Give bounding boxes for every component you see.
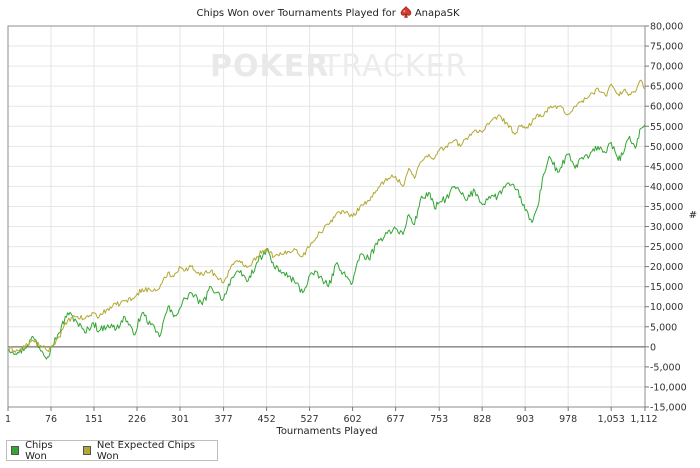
y-tick-label: 35,000	[650, 202, 683, 213]
watermark-text-poker: POKER	[210, 49, 329, 84]
x-tick-label: 602	[344, 414, 362, 425]
plot-area	[8, 26, 645, 407]
y-tick-label: 50,000	[650, 142, 683, 153]
series-line-net-expected-chips-won	[7, 79, 646, 353]
plot-border	[7, 25, 646, 408]
y-tick-label: 20,000	[650, 262, 683, 273]
y-tick-label: 40,000	[650, 182, 683, 193]
legend: Chips Won Net Expected Chips Won	[6, 439, 218, 462]
legend-item-net-expected: Net Expected Chips Won	[82, 439, 205, 462]
y-tick-label: 30,000	[650, 222, 683, 233]
y-tick-label: 65,000	[650, 82, 683, 93]
y-tick-label: -10,000	[650, 382, 687, 393]
chart-title: Chips Won over Tournaments Played for Ana…	[0, 6, 656, 21]
pokertracker-watermark: POKER TRACKER	[210, 49, 467, 84]
y-tick-label: 75,000	[650, 42, 683, 53]
x-tick-label: 1,112	[630, 414, 657, 425]
y-axis-title: #	[689, 210, 697, 221]
x-tick-label: 452	[258, 414, 276, 425]
x-tick-label: 527	[301, 414, 319, 425]
y-tick-label: 10,000	[650, 302, 683, 313]
x-axis: 1 76 151 226 301 377 452 527 602 677 753 828 903 978 1…	[5, 407, 658, 425]
x-tick-label: 301	[171, 414, 189, 425]
player-name: AnapaSK	[414, 8, 460, 19]
x-tick-label: 978	[559, 414, 577, 425]
legend-label-net-expected: Net Expected Chips Won	[96, 439, 196, 462]
spade-icon	[400, 6, 412, 21]
y-tick-label: 45,000	[650, 162, 683, 173]
watermark-text-tracker: TRACKER	[321, 49, 467, 84]
y-tick-label: 55,000	[650, 122, 683, 133]
x-tick-label: 1	[5, 414, 11, 425]
legend-swatch-chips-won	[11, 446, 20, 455]
x-tick-label: 903	[516, 414, 534, 425]
x-tick-label: 377	[215, 414, 233, 425]
chart-title-prefix: Chips Won over Tournaments Played for	[196, 8, 396, 19]
x-axis-title: Tournaments Played	[275, 426, 377, 437]
x-tick-label: 753	[430, 414, 448, 425]
y-tick-label: 5,000	[650, 322, 677, 333]
series-layer	[7, 79, 646, 360]
x-tick-label: 677	[387, 414, 405, 425]
x-tick-label: 226	[128, 414, 146, 425]
y-tick-label: 60,000	[650, 102, 683, 113]
series-line-chips-won	[7, 124, 646, 360]
legend-item-chips-won: Chips Won	[11, 440, 71, 462]
y-tick-label: -15,000	[650, 403, 687, 414]
x-tick-label: 828	[473, 414, 491, 425]
y-tick-label: 0	[650, 342, 656, 353]
x-tick-label: 1,053	[598, 414, 625, 425]
x-tick-label: 76	[45, 414, 57, 425]
legend-swatch-net-expected	[82, 446, 91, 455]
x-tick-label: 151	[85, 414, 103, 425]
y-tick-label: -5,000	[650, 362, 681, 373]
y-tick-label: 15,000	[650, 282, 683, 293]
y-axis: -15,000 -10,000 -5,000 0 5,000 10,000 15,000 20…	[645, 22, 687, 414]
y-tick-label: 70,000	[650, 62, 683, 73]
legend-label-chips-won: Chips Won	[25, 439, 53, 462]
y-tick-label: 80,000	[650, 22, 683, 33]
y-tick-label: 25,000	[650, 242, 683, 253]
